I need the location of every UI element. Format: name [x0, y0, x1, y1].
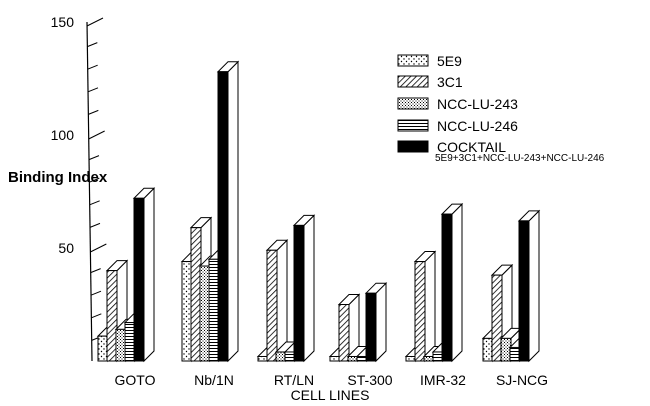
x-tick-label: SJ-NCG	[496, 372, 548, 388]
x-tick-label: Nb/1N	[194, 372, 234, 388]
y-axis-label: Binding Index	[8, 169, 108, 186]
bar-group-st-300	[328, 281, 388, 363]
legend-item-ncc-lu-246: NCC-LU-246	[397, 118, 518, 134]
bar-3c1	[265, 239, 289, 363]
bar-cocktail	[216, 60, 240, 363]
bar-3c1	[413, 250, 437, 363]
legend-item-3c1: 3C1	[397, 74, 463, 90]
legend-swatch	[397, 140, 429, 153]
bar-cocktail	[364, 281, 388, 363]
bar-group-sj-ncg	[481, 209, 541, 363]
bar-cocktail	[440, 202, 464, 363]
axis-layer: 50 100 150	[51, 14, 107, 362]
bars-layer: GOTO Nb/1N RT/LN ST-300 IMR-32 SJ-NCG	[96, 60, 548, 388]
x-tick-label: GOTO	[115, 372, 156, 388]
bar-group-rt-ln	[256, 214, 316, 363]
legend-swatch	[397, 75, 429, 88]
legend: 5E9 3C1 NCC-LU-243 NCC-LU-246 COCKTAIL	[397, 53, 518, 155]
y-axis-line	[86, 21, 93, 362]
legend-swatch	[397, 54, 429, 67]
legend-note: 5E9+3C1+NCC-LU-243+NCC-LU-246	[435, 153, 605, 164]
legend-item-ncc-lu-243: NCC-LU-243	[397, 96, 518, 112]
y-tick	[89, 222, 101, 228]
bar-group-nb-1n	[180, 60, 240, 363]
legend-swatch	[397, 97, 429, 110]
x-axis-label: CELL LINES	[291, 387, 370, 403]
y-tick	[89, 200, 100, 206]
y-tick	[87, 87, 99, 93]
y-tick	[91, 313, 102, 319]
y-tick	[87, 64, 98, 70]
y-tick-label: 50	[58, 240, 74, 256]
x-tick-label: RT/LN	[274, 372, 314, 388]
legend-label: COCKTAIL	[437, 139, 506, 155]
y-tick-label: 100	[51, 127, 75, 143]
y-tick	[90, 290, 102, 296]
bar-3c1	[337, 293, 361, 363]
x-tick-label: IMR-32	[420, 372, 466, 388]
y-tick	[90, 243, 107, 253]
y-tick	[87, 42, 98, 48]
legend-label: 5E9	[437, 53, 462, 69]
bar-group-imr-32	[404, 202, 464, 363]
bar-cocktail	[292, 214, 316, 363]
x-tick-label: ST-300	[347, 372, 392, 388]
bar-cocktail	[132, 187, 156, 363]
bar-cocktail	[517, 209, 541, 363]
bar-group-goto	[96, 187, 156, 363]
y-tick	[88, 130, 105, 140]
legend-item-cocktail: COCKTAIL	[397, 139, 506, 155]
y-tick	[88, 109, 99, 115]
y-tick	[86, 17, 104, 27]
y-tick-label: 150	[51, 14, 75, 30]
y-tick	[89, 177, 100, 183]
legend-label: NCC-LU-243	[437, 96, 518, 112]
y-tick	[90, 268, 101, 274]
legend-swatch	[397, 119, 429, 132]
legend-item-5e9: 5E9	[397, 53, 462, 69]
y-tick	[88, 155, 100, 161]
legend-label: 3C1	[437, 74, 463, 90]
legend-label: NCC-LU-246	[437, 118, 518, 134]
